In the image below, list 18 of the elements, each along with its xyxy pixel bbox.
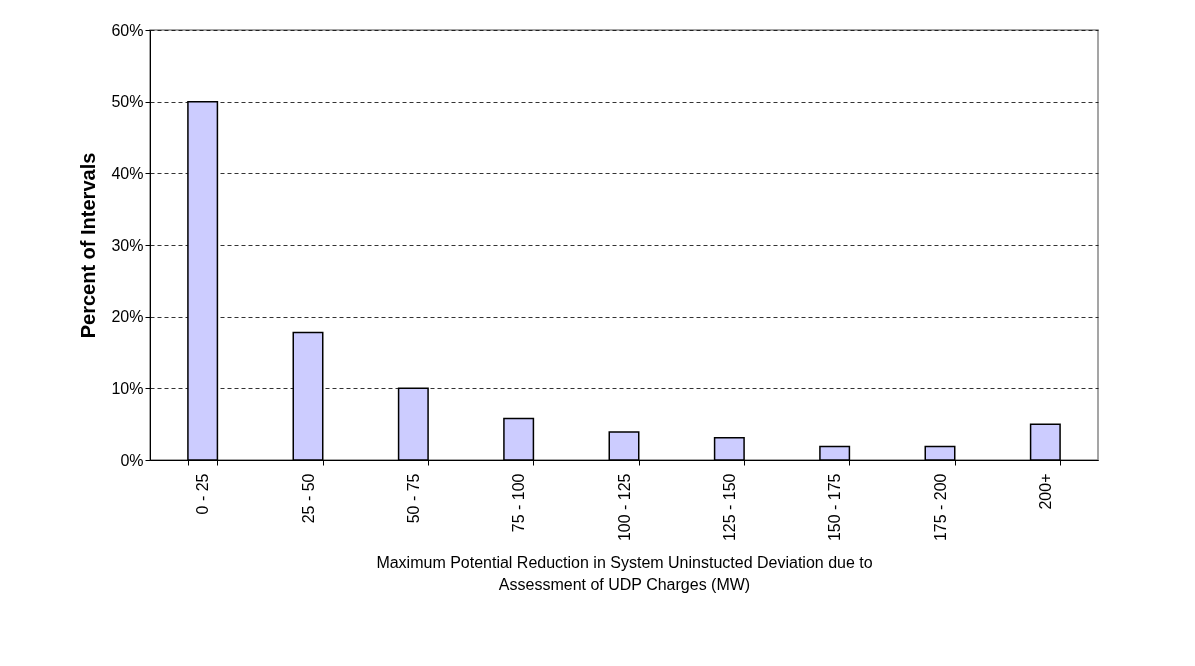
x-tick-label: 25 - 50 <box>299 473 317 524</box>
y-tick-label: 30% <box>111 236 144 254</box>
x-tick-label: 75 - 100 <box>510 473 528 533</box>
x-axis-title: Maximum Potential Reduction in System Uninstucted Deviation due to Assessment of UDP Charges (MW) <box>376 554 873 594</box>
x-tick-label: 200+ <box>1036 473 1054 510</box>
x-tick-label: 150 - 175 <box>826 473 844 542</box>
x-tick-label: 175 - 200 <box>931 473 949 542</box>
y-tick-label: 20% <box>111 308 144 326</box>
y-tick-label: 60% <box>111 21 144 39</box>
x-tick-label: 50 - 75 <box>404 473 422 524</box>
x-tick-label: 0 - 25 <box>194 473 212 515</box>
y-tick-label: 50% <box>111 93 144 111</box>
y-tick-label: 40% <box>111 164 144 182</box>
y-tick-label: 0% <box>120 451 144 469</box>
x-tick-label: 125 - 150 <box>720 473 738 542</box>
y-tick-label: 10% <box>111 379 144 397</box>
x-tick-label: 100 - 125 <box>615 473 633 542</box>
y-axis-title: Percent of Intervals <box>77 152 100 339</box>
